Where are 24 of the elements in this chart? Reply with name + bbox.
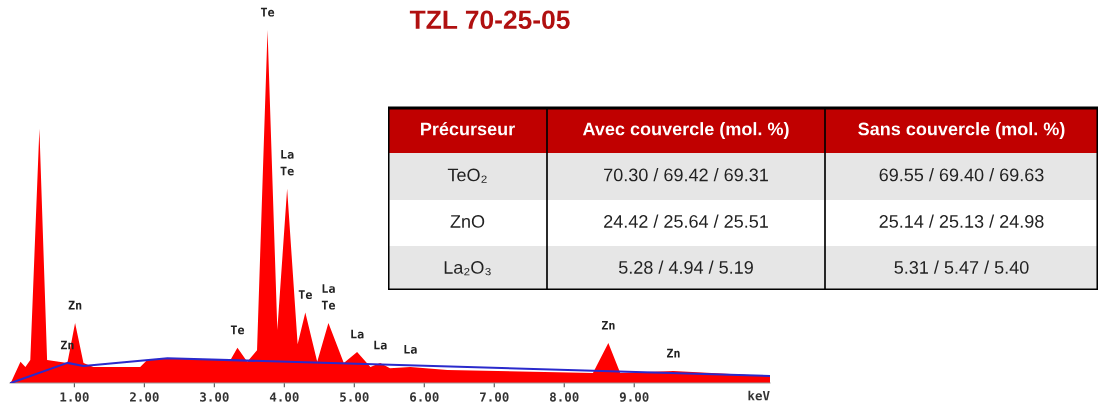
x-tick-label: 7.00: [480, 392, 509, 402]
annotation: La: [404, 344, 417, 354]
x-tick-label: 8.00: [549, 392, 579, 402]
x-tick-label: 2.00: [130, 392, 159, 402]
annotation: La: [322, 284, 335, 293]
chart-title: TZL 70-25-05: [409, 10, 570, 30]
annotation: Te: [298, 290, 312, 299]
annotation: Te: [230, 325, 245, 335]
x-tick-label: 9.00: [619, 392, 649, 402]
x-tick-label: 3.00: [200, 392, 229, 402]
x-tick-label: 6.00: [410, 392, 439, 402]
x-axis-title: keV: [748, 390, 770, 401]
annotation: La: [281, 150, 294, 159]
annotation: Zn: [666, 348, 680, 358]
annotation: La: [351, 329, 364, 339]
annotation: Te: [260, 7, 275, 17]
x-tick-label: 4.00: [269, 392, 299, 402]
x-tick-label: 5.00: [340, 392, 369, 402]
x-tick-label: 1.00: [60, 392, 89, 402]
annotation: Te: [321, 300, 336, 310]
annotation: La: [374, 340, 387, 350]
annotation: Zn: [68, 300, 82, 310]
annotation: Te: [280, 166, 294, 176]
annotation: Zn: [601, 320, 615, 330]
